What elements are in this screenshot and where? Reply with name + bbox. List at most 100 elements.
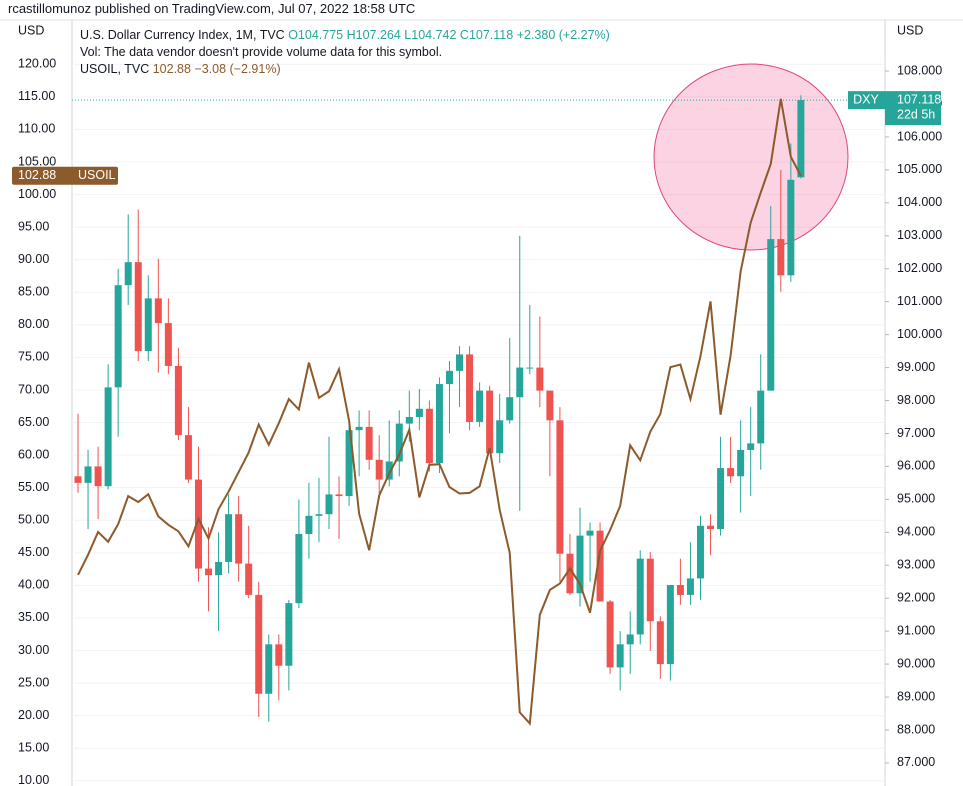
- candle-body: [285, 603, 293, 666]
- candle-body: [395, 423, 403, 462]
- candle-body: [225, 514, 233, 562]
- candle-body: [646, 558, 654, 622]
- candle-body: [636, 558, 644, 635]
- y2-tick-label: 97.000: [897, 426, 935, 440]
- candle-body: [616, 644, 624, 668]
- candle-body: [606, 601, 614, 668]
- symbol-badge-name: DXY: [853, 92, 879, 106]
- candle-body: [205, 568, 213, 576]
- candle-body: [566, 553, 574, 594]
- candle-body: [345, 430, 353, 497]
- y2-tick-label: 108.000: [897, 63, 942, 77]
- y-tick-label: 120.00: [18, 57, 56, 71]
- candle-body: [164, 323, 172, 366]
- candle-body: [516, 367, 524, 398]
- y2-tick-label: 105.000: [897, 162, 942, 176]
- candle-body: [767, 239, 775, 391]
- ohlc: C107.118: [459, 28, 514, 42]
- price-badge: [885, 91, 941, 126]
- candle-body: [445, 370, 453, 385]
- candle-body: [466, 354, 474, 422]
- candle-body: [325, 494, 333, 515]
- ohlc: L104.742: [404, 28, 457, 42]
- candle-body: [546, 390, 554, 421]
- candle-body: [626, 634, 634, 645]
- y-tick-label: 40.00: [18, 578, 49, 592]
- y-tick-label: 105.00: [18, 154, 56, 168]
- y2-tick-label: 99.000: [897, 360, 935, 374]
- candle-body: [556, 420, 564, 554]
- oil-price-badge-value: 102.88: [18, 168, 56, 182]
- y2-tick-label: 94.000: [897, 525, 935, 539]
- oil-price-badge-name: USOIL: [78, 168, 116, 182]
- candle-body: [104, 387, 112, 487]
- candle-body: [305, 515, 313, 534]
- candle-body: [174, 365, 182, 436]
- candle-body: [194, 479, 202, 569]
- candle-body: [596, 530, 604, 602]
- candle-body: [656, 621, 664, 665]
- y2-tick-label: 95.000: [897, 492, 935, 506]
- dxy-title: U.S. Dollar Currency Index, 1M, TVC: [80, 28, 285, 42]
- candle-body: [74, 476, 82, 483]
- y2-tick-label: 93.000: [897, 558, 935, 572]
- oil-line: [77, 98, 802, 726]
- candle-body: [365, 426, 373, 460]
- y-tick-label: 70.00: [18, 382, 49, 396]
- y2-tick-label: 88.000: [897, 722, 935, 736]
- y2-tick-label: 96.000: [897, 459, 935, 473]
- y-tick-label: 20.00: [18, 708, 49, 722]
- y-tick-label: 115.00: [18, 89, 55, 103]
- candle-body: [265, 644, 273, 694]
- candle-body: [787, 179, 795, 276]
- candle-body: [144, 298, 152, 352]
- candle-body: [576, 535, 584, 594]
- candle-body: [777, 239, 785, 276]
- candle-body: [184, 435, 192, 480]
- y2-tick-label: 87.000: [897, 755, 935, 769]
- y2-tick-label: 103.000: [897, 228, 942, 242]
- candle-body: [355, 426, 363, 431]
- oil-title: USOIL, TVC: [80, 62, 150, 76]
- candle-body: [456, 354, 464, 371]
- y-tick-label: 35.00: [18, 610, 49, 624]
- publish-header: rcastillomunoz published on TradingView.…: [8, 1, 416, 16]
- candle-body: [747, 443, 755, 450]
- candle-body: [536, 367, 544, 391]
- y-tick-label: 30.00: [18, 643, 49, 657]
- candle-body: [275, 644, 283, 666]
- candle-body: [375, 459, 383, 480]
- candle-body: [526, 367, 534, 369]
- y2-tick-label: 98.000: [897, 393, 935, 407]
- change: +2.380 (+2.27%): [516, 28, 610, 42]
- candle-body: [84, 466, 92, 483]
- candle-body: [154, 298, 162, 324]
- marks: [72, 95, 885, 726]
- candle-body: [124, 262, 132, 286]
- candle-body: [94, 466, 102, 487]
- right-axis-unit: USD: [897, 23, 923, 37]
- y2-tick-label: 90.000: [897, 656, 935, 670]
- oil-legend: USOIL, TVC 102.88 −3.08 (−2.91%): [80, 61, 610, 78]
- oil-last: 102.88: [152, 62, 191, 76]
- candle-body: [717, 468, 725, 530]
- y2-tick-label: 92.000: [897, 591, 935, 605]
- y-tick-label: 50.00: [18, 513, 49, 527]
- candle-body: [255, 594, 263, 694]
- y-tick-label: 80.00: [18, 317, 49, 331]
- y-tick-label: 100.00: [18, 187, 56, 201]
- candle-body: [696, 525, 704, 579]
- y2-tick-label: 102.000: [897, 261, 942, 275]
- y-tick-label: 25.00: [18, 675, 49, 689]
- y-tick-label: 65.00: [18, 415, 49, 429]
- candle-body: [235, 514, 243, 564]
- candle-body: [335, 494, 343, 497]
- candle-body: [496, 420, 504, 454]
- candle-body: [295, 533, 303, 604]
- candle-body: [385, 461, 393, 480]
- candle-body: [315, 514, 323, 516]
- y-tick-label: 55.00: [18, 480, 49, 494]
- price-badge-countdown: 22d 5h: [897, 107, 935, 121]
